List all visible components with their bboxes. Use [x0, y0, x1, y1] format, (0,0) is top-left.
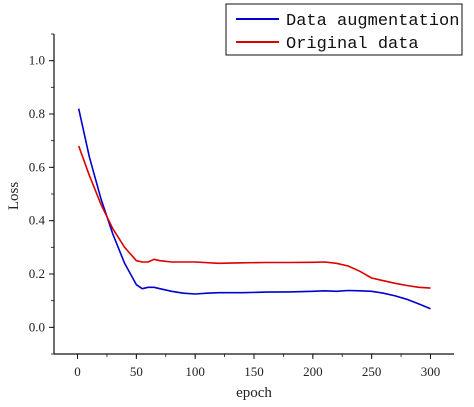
x-tick-label: 300 [421, 364, 441, 379]
axes [49, 33, 454, 359]
series-line-data-augmentation [77, 108, 431, 310]
x-axis-title: epoch [236, 385, 272, 401]
y-tick-label: 0.6 [29, 159, 46, 174]
y-tick-label: 0.0 [29, 319, 45, 334]
legend-label-data-augmentation: Data augmentation [286, 12, 459, 31]
series-layer [77, 108, 431, 310]
x-tick-label: 150 [244, 364, 264, 379]
series-line-original-data [77, 145, 431, 289]
y-tick-label: 0.8 [29, 106, 45, 121]
tick-labels: 0.0 0.2 0.4 0.6 0.8 1.0 0 50 100 150 200 250 300 [29, 53, 440, 379]
y-tick-label: 0.2 [29, 266, 45, 281]
y-tick-label: 0.4 [29, 213, 46, 228]
legend-box [225, 3, 463, 56]
x-tick-label: 250 [362, 364, 382, 379]
y-tick-label: 1.0 [29, 53, 45, 68]
legend-label-original-data: Original data [286, 35, 419, 54]
x-tick-label: 200 [303, 364, 323, 379]
y-axis-title: Loss [6, 182, 22, 211]
x-tick-label: 50 [130, 364, 143, 379]
x-tick-label: 0 [74, 364, 81, 379]
legend: Data augmentation Original data [225, 3, 463, 56]
x-tick-label: 100 [185, 364, 205, 379]
